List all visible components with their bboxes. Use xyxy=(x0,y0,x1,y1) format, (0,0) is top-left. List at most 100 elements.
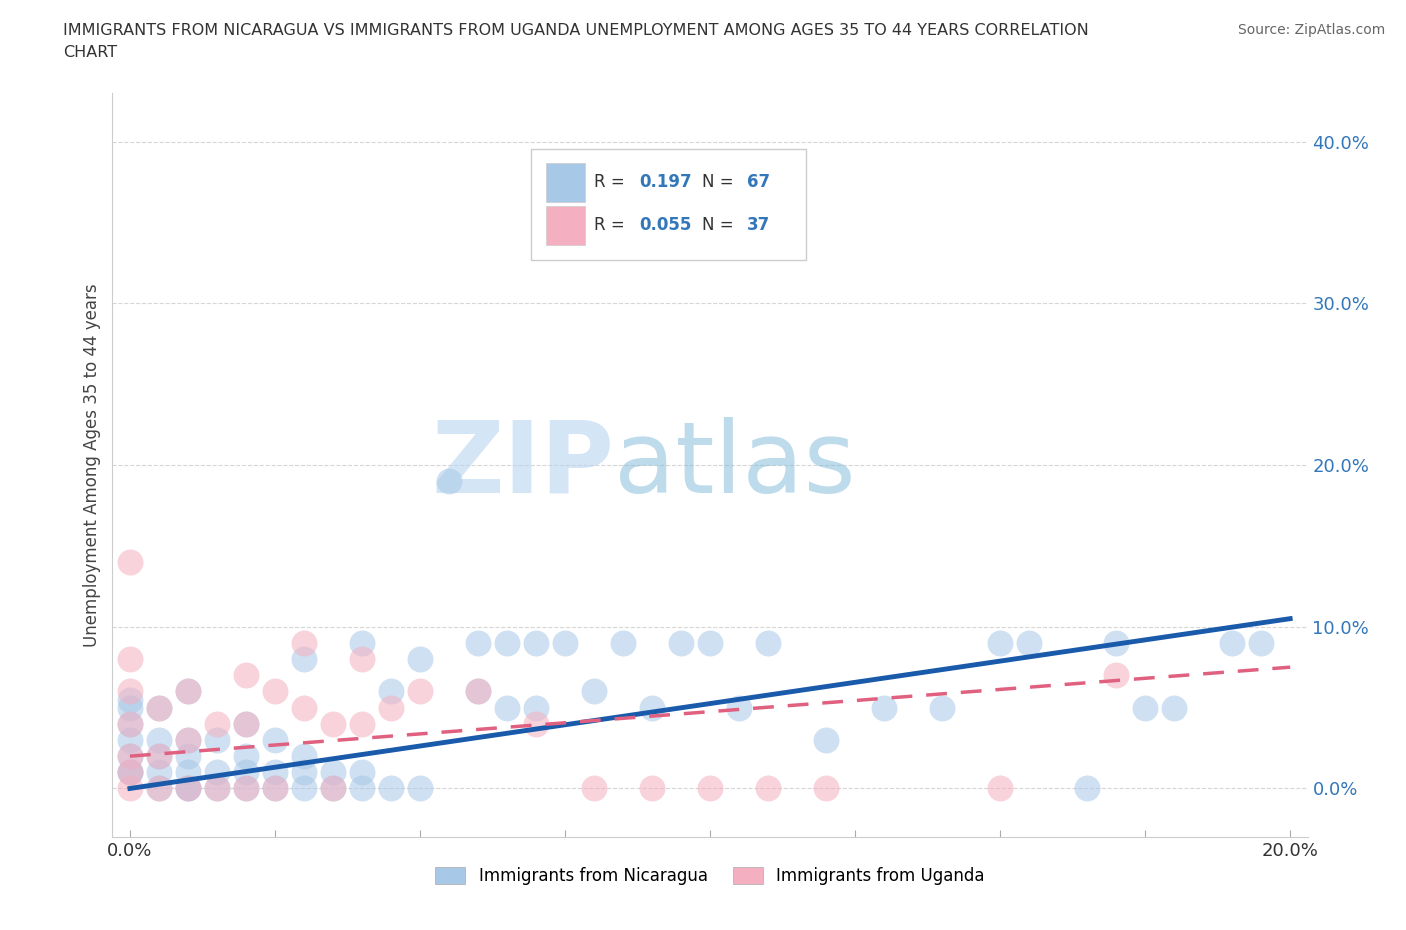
Point xyxy=(205,764,228,779)
Point xyxy=(235,668,257,683)
Point xyxy=(148,700,170,715)
Point xyxy=(1105,668,1128,683)
Point xyxy=(148,781,170,796)
Point xyxy=(467,635,489,650)
Point xyxy=(118,652,141,667)
Point xyxy=(322,716,344,731)
Point xyxy=(118,716,141,731)
Point xyxy=(118,764,141,779)
Point xyxy=(350,781,373,796)
Text: 37: 37 xyxy=(747,217,770,234)
Point xyxy=(988,635,1011,650)
Point xyxy=(437,473,460,488)
Text: N =: N = xyxy=(702,217,738,234)
Point xyxy=(205,716,228,731)
Point xyxy=(148,749,170,764)
Point xyxy=(873,700,896,715)
Point xyxy=(148,764,170,779)
Text: 0.197: 0.197 xyxy=(640,173,692,192)
Point xyxy=(118,692,141,707)
Point xyxy=(641,781,664,796)
Point xyxy=(669,635,692,650)
Point xyxy=(1105,635,1128,650)
Point xyxy=(524,716,547,731)
Point xyxy=(177,684,200,698)
Point xyxy=(264,781,287,796)
Point xyxy=(177,764,200,779)
Point xyxy=(118,733,141,748)
Point xyxy=(235,781,257,796)
Point xyxy=(177,733,200,748)
Point xyxy=(1018,635,1040,650)
Point xyxy=(756,781,779,796)
Point xyxy=(235,749,257,764)
Point xyxy=(235,764,257,779)
Point xyxy=(409,781,432,796)
Point xyxy=(1076,781,1098,796)
Point xyxy=(177,684,200,698)
Legend: Immigrants from Nicaragua, Immigrants from Uganda: Immigrants from Nicaragua, Immigrants fr… xyxy=(429,860,991,892)
Point xyxy=(118,749,141,764)
Point xyxy=(350,652,373,667)
Text: IMMIGRANTS FROM NICARAGUA VS IMMIGRANTS FROM UGANDA UNEMPLOYMENT AMONG AGES 35 T: IMMIGRANTS FROM NICARAGUA VS IMMIGRANTS … xyxy=(63,23,1090,38)
Point xyxy=(148,781,170,796)
Point xyxy=(292,781,315,796)
Point xyxy=(177,749,200,764)
Point xyxy=(1163,700,1185,715)
Point xyxy=(815,733,838,748)
Point xyxy=(205,781,228,796)
Point xyxy=(380,684,402,698)
Point xyxy=(292,700,315,715)
Point xyxy=(409,684,432,698)
Point xyxy=(931,700,953,715)
Text: CHART: CHART xyxy=(63,45,117,60)
Point xyxy=(292,749,315,764)
Text: Source: ZipAtlas.com: Source: ZipAtlas.com xyxy=(1237,23,1385,37)
Point xyxy=(148,733,170,748)
Text: R =: R = xyxy=(595,217,630,234)
Text: ZIP: ZIP xyxy=(432,417,614,513)
Point xyxy=(496,700,519,715)
Point xyxy=(467,684,489,698)
Point xyxy=(350,635,373,650)
Point xyxy=(728,700,751,715)
Text: R =: R = xyxy=(595,173,630,192)
Point xyxy=(496,635,519,650)
Point xyxy=(205,733,228,748)
Point xyxy=(815,781,838,796)
Point xyxy=(467,684,489,698)
Point xyxy=(118,684,141,698)
Y-axis label: Unemployment Among Ages 35 to 44 years: Unemployment Among Ages 35 to 44 years xyxy=(83,284,101,646)
Point xyxy=(235,716,257,731)
Text: atlas: atlas xyxy=(614,417,856,513)
Point xyxy=(409,652,432,667)
Point xyxy=(524,635,547,650)
Point xyxy=(756,635,779,650)
Point xyxy=(699,781,721,796)
Point xyxy=(264,684,287,698)
Point xyxy=(118,554,141,569)
Point xyxy=(380,781,402,796)
Point xyxy=(148,749,170,764)
Point xyxy=(264,781,287,796)
Point xyxy=(641,700,664,715)
Point xyxy=(612,635,634,650)
Point xyxy=(380,700,402,715)
Point xyxy=(205,781,228,796)
FancyBboxPatch shape xyxy=(547,163,585,202)
Text: 67: 67 xyxy=(747,173,770,192)
Point xyxy=(118,716,141,731)
Text: 0.055: 0.055 xyxy=(640,217,692,234)
Point xyxy=(582,684,605,698)
Point xyxy=(118,764,141,779)
Point xyxy=(292,635,315,650)
Point xyxy=(177,781,200,796)
Point xyxy=(524,700,547,715)
Point xyxy=(554,635,576,650)
Point xyxy=(322,764,344,779)
Point xyxy=(350,764,373,779)
Point xyxy=(264,764,287,779)
Point xyxy=(350,716,373,731)
Point xyxy=(988,781,1011,796)
Point xyxy=(1133,700,1156,715)
